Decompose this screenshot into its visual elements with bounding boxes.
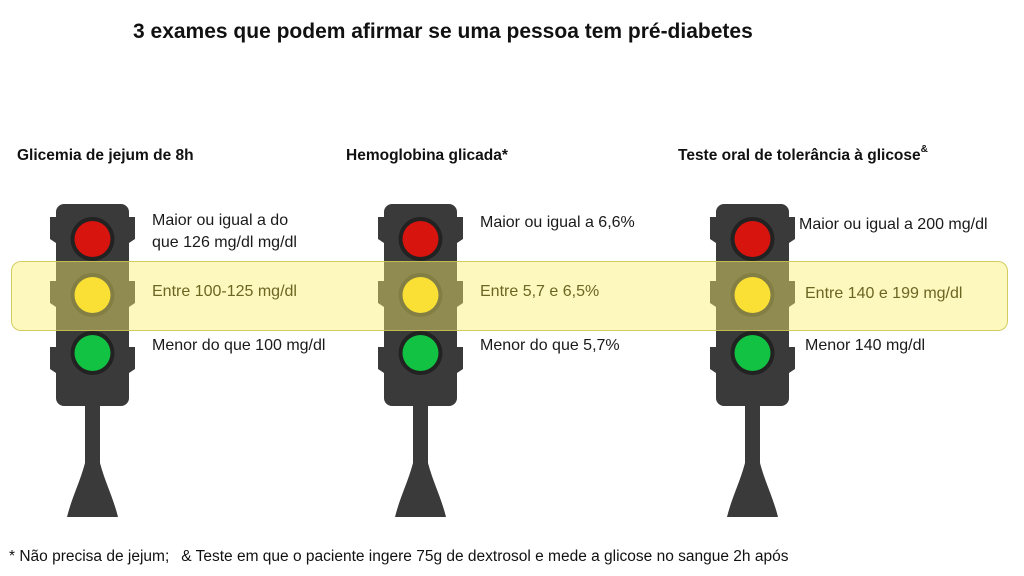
footnote: * Não precisa de jejum; & Teste em que o … xyxy=(9,548,800,566)
red-range-label: Maior ou igual a do que 126 mg/dl mg/dl xyxy=(152,210,297,254)
traffic-light-icon xyxy=(378,197,463,519)
traffic-light-icon xyxy=(50,197,135,519)
green-range-label: Menor do que 100 mg/dl xyxy=(152,337,326,354)
yellow-range-label: Entre 140 e 199 mg/dl xyxy=(805,285,963,302)
red-range-line: Maior ou igual a 200 mg/dl xyxy=(799,216,988,233)
red-range-line: Maior ou igual a 6,6% xyxy=(480,214,635,231)
column-heading-text: Hemoglobina glicada* xyxy=(346,147,508,164)
red-range-label: Maior ou igual a 200 mg/dl xyxy=(799,214,988,236)
yellow-range-label: Entre 5,7 e 6,5% xyxy=(480,283,600,300)
column-heading-text: Teste oral de tolerância à glicose xyxy=(678,147,921,164)
red-range-line: que 126 mg/dl mg/dl xyxy=(152,234,297,251)
ampersand-footnote-mark: & xyxy=(920,144,928,155)
column-heading-fasting-glucose: Glicemia de jejum de 8h xyxy=(17,147,194,165)
green-range-label: Menor do que 5,7% xyxy=(480,337,620,354)
yellow-range-label: Entre 100-125 mg/dl xyxy=(152,283,297,300)
traffic-light-icon xyxy=(710,197,795,519)
column-heading-glucose-tolerance: Teste oral de tolerância à glicose& xyxy=(678,144,928,165)
page-title: 3 exames que podem afirmar se uma pessoa… xyxy=(133,20,753,43)
column-heading-glycated-hemoglobin: Hemoglobina glicada* xyxy=(346,147,508,165)
green-range-label: Menor 140 mg/dl xyxy=(805,337,926,354)
footnote-tolerance-test: & Teste em que o paciente ingere 75g de … xyxy=(181,548,789,565)
red-range-label: Maior ou igual a 6,6% xyxy=(480,212,635,234)
prediabetes-highlight-band xyxy=(11,261,1008,331)
footnote-fasting: * Não precisa de jejum; xyxy=(9,548,170,565)
red-range-line: Maior ou igual a do xyxy=(152,212,289,229)
column-heading-text: Glicemia de jejum de 8h xyxy=(17,147,194,164)
